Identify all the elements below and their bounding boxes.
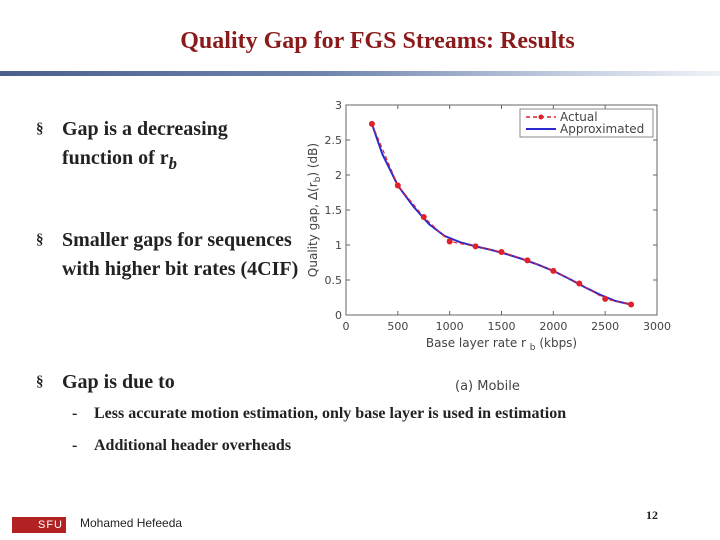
sub-bullet-text: Less accurate motion estimation, only ba…	[94, 405, 567, 422]
y-tick-label: 1.5	[325, 204, 343, 217]
y-axis-unit: ) (dB)	[306, 143, 320, 177]
x-axis-subscript: b	[530, 343, 536, 353]
y-axis-subscript: b	[313, 176, 323, 182]
data-point-actual	[602, 295, 609, 302]
data-point-actual	[576, 280, 583, 287]
x-axis-unit: (kbps)	[536, 336, 578, 350]
y-tick-label: 2	[335, 169, 342, 182]
y-tick-label: 2.5	[325, 134, 343, 147]
footer-author: Mohamed Hefeeda	[80, 516, 183, 530]
data-point-actual	[394, 182, 401, 189]
x-tick-label: 1000	[436, 320, 464, 333]
bullet-text: Gap is a decreasing function of rb	[62, 115, 296, 178]
logo-text: SFU	[38, 519, 63, 531]
legend-label-actual: Actual	[560, 110, 598, 124]
data-point-actual	[446, 238, 453, 245]
legend-box	[519, 108, 654, 138]
series-line-actual	[371, 123, 632, 306]
data-point-actual	[420, 214, 427, 220]
bullet-item: § Gap is due to	[36, 368, 296, 397]
quality-gap-chart: 0 500 1000 1500 2000 2500 3000 0 0.5 1 1.5 2 2.5 3 Bas…	[306, 99, 671, 353]
data-point-actual	[498, 249, 505, 255]
x-tick-label: 0	[343, 320, 350, 333]
bullet-mark: §	[36, 232, 44, 248]
title-divider	[0, 71, 720, 76]
y-tick-label: 0.5	[325, 274, 343, 287]
data-point-actual	[550, 267, 557, 274]
x-axis-label: Base layer rate r b (kbps)	[426, 336, 577, 353]
bullet-subscript: b	[168, 154, 177, 173]
x-tick-label: 2500	[591, 320, 619, 333]
sub-bullet-text: Additional header overheads	[94, 437, 292, 454]
sub-bullet-dash: -	[72, 437, 78, 454]
bullet-item: § Smaller gaps for sequences with higher…	[36, 226, 306, 284]
bullet-text-main: Gap is a decreasing function of r	[62, 118, 228, 169]
bullet-item: § Gap is a decreasing function of rb	[36, 115, 296, 178]
y-axis-label: Quality gap, Δ(rb) (dB)	[306, 143, 323, 277]
y-tick-label: 0	[335, 309, 342, 322]
bullet-text: Gap is due to	[62, 371, 175, 393]
legend-marker-actual	[538, 114, 544, 120]
bullet-mark: §	[36, 374, 44, 390]
chart-caption: (a) Mobile	[455, 379, 520, 394]
x-tick-label: 2000	[539, 320, 567, 333]
sub-bullet-item: - Additional header overheads	[72, 437, 291, 455]
sub-bullet-item: - Less accurate motion estimation, only …	[72, 405, 566, 423]
data-point-actual	[628, 301, 635, 308]
bullet-text: Smaller gaps for sequences with higher b…	[62, 229, 299, 280]
x-tick-label: 1500	[488, 320, 516, 333]
data-point-actual	[524, 257, 531, 264]
x-tick-label: 500	[387, 320, 408, 333]
x-tick-label: 3000	[643, 320, 671, 333]
bullet-mark: §	[36, 121, 44, 137]
y-tick-label: 3	[335, 99, 342, 112]
legend-label-approximated: Approximated	[560, 122, 644, 136]
page-number: 12	[646, 508, 658, 522]
data-point-actual	[472, 243, 479, 250]
sfu-logo: SFU	[12, 517, 66, 533]
data-point-actual	[368, 120, 375, 127]
sub-bullet-dash: -	[72, 405, 78, 422]
slide-title: Quality Gap for FGS Streams: Results	[180, 28, 575, 54]
y-tick-label: 1	[335, 239, 342, 252]
series-line-approximated	[370, 123, 632, 306]
